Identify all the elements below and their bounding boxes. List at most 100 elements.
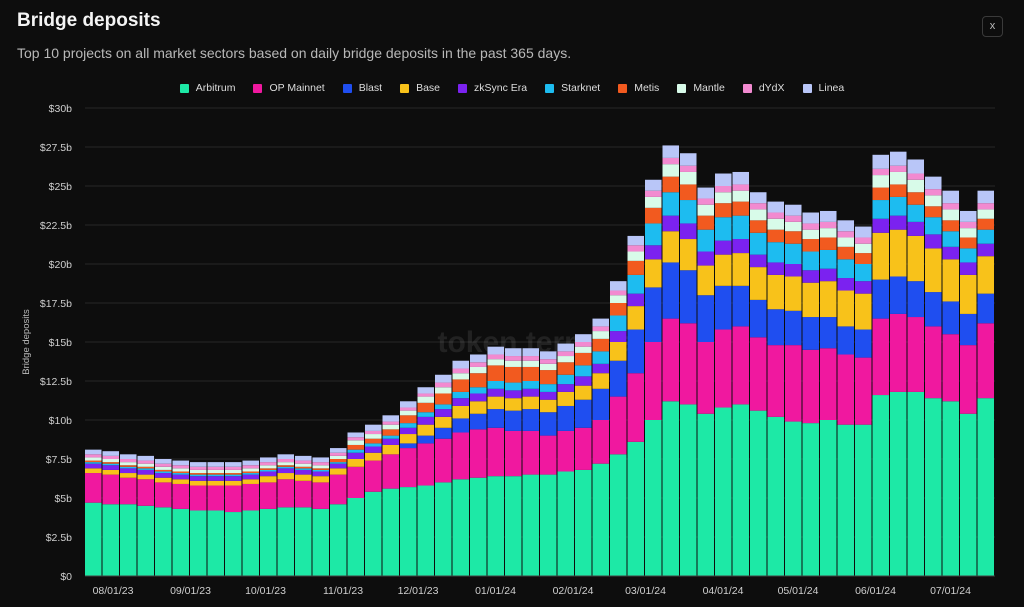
bar-stack[interactable] <box>260 457 277 576</box>
bar-segment-mantle <box>522 360 539 367</box>
bar-stack[interactable] <box>785 204 802 576</box>
bar-stack[interactable] <box>225 462 242 576</box>
bar-segment-zksync-era <box>120 468 137 474</box>
bar-stack[interactable] <box>820 210 837 576</box>
bar-stack[interactable] <box>417 387 435 576</box>
bar-stack[interactable] <box>190 462 207 576</box>
bar-segment-starknet <box>417 412 434 417</box>
bar-stack[interactable] <box>697 187 715 576</box>
bar-segment-op-mainnet <box>540 435 557 475</box>
bar-stack[interactable] <box>872 154 890 576</box>
bar-stack[interactable] <box>330 448 347 576</box>
bar-segment-starknet <box>102 463 119 466</box>
legend-item-starknet[interactable]: Starknet <box>545 82 600 94</box>
bar-segment-mantle <box>172 468 189 472</box>
bar-segment-base <box>715 254 732 286</box>
bar-stack[interactable] <box>960 210 977 576</box>
bar-stack[interactable] <box>627 235 645 576</box>
legend-item-metis[interactable]: Metis <box>618 82 659 94</box>
bar-segment-arbitrum <box>102 504 119 576</box>
close-button[interactable]: x <box>982 16 1003 37</box>
bar-stack[interactable] <box>977 190 995 576</box>
bar-segment-arbitrum <box>452 479 469 576</box>
bar-segment-zksync-era <box>890 215 907 230</box>
y-tick-label: $22.5b <box>40 220 72 232</box>
bar-stack[interactable] <box>207 462 225 576</box>
bar-segment-starknet <box>505 382 522 391</box>
bar-segment-op-mainnet <box>382 454 399 489</box>
bar-stack[interactable] <box>732 171 750 576</box>
bar-stack[interactable] <box>277 454 295 576</box>
legend-item-mantle[interactable]: Mantle <box>677 82 725 94</box>
bar-stack[interactable] <box>470 354 487 576</box>
legend-item-dydx[interactable]: dYdX <box>742 82 785 94</box>
bar-segment-arbitrum <box>960 413 977 576</box>
bar-stack[interactable] <box>767 201 785 576</box>
bar-stack[interactable] <box>382 415 400 576</box>
bar-stack[interactable] <box>645 179 662 576</box>
legend-item-zksync-era[interactable]: zkSync Era <box>458 82 527 94</box>
bar-segment-base <box>207 480 224 486</box>
bar-segment-base <box>85 468 102 474</box>
bar-stack[interactable] <box>802 212 820 576</box>
bar-stack[interactable] <box>102 451 120 576</box>
bar-stack[interactable] <box>435 374 452 576</box>
bar-segment-op-mainnet <box>260 482 277 509</box>
legend-item-base[interactable]: Base <box>400 82 440 94</box>
bar-segment-dydx <box>102 455 119 459</box>
bar-stack[interactable] <box>172 460 190 576</box>
bar-segment-op-mainnet <box>925 326 942 399</box>
bar-segment-metis <box>435 393 452 405</box>
bar-stack[interactable] <box>925 176 942 576</box>
bar-stack[interactable] <box>837 220 855 576</box>
bar-stack[interactable] <box>557 343 575 576</box>
bar-segment-dydx <box>330 452 347 456</box>
bar-stack[interactable] <box>155 459 172 576</box>
bar-stack[interactable] <box>295 455 312 576</box>
bar-stack[interactable] <box>750 192 767 576</box>
legend-item-linea[interactable]: Linea <box>802 82 844 94</box>
bar-stack[interactable] <box>907 159 925 576</box>
bar-stack[interactable] <box>312 457 330 576</box>
legend-swatch <box>400 83 410 93</box>
bar-segment-base <box>977 256 994 294</box>
bar-stack[interactable] <box>662 145 680 576</box>
bar-stack[interactable] <box>592 318 610 576</box>
bar-stack[interactable] <box>452 360 470 576</box>
bar-stack[interactable] <box>137 455 155 576</box>
bar-stack[interactable] <box>400 401 417 576</box>
bar-segment-dydx <box>435 382 452 388</box>
bar-stack[interactable] <box>715 173 732 576</box>
legend-item-op-mainnet[interactable]: OP Mainnet <box>253 82 325 94</box>
bar-stack[interactable] <box>522 348 540 576</box>
legend-swatch <box>545 83 555 93</box>
bar-segment-linea <box>85 449 102 455</box>
bar-segment-linea <box>190 462 207 467</box>
bar-stack[interactable] <box>242 460 260 576</box>
bar-stack[interactable] <box>942 190 960 576</box>
legend-item-arbitrum[interactable]: Arbitrum <box>179 82 235 94</box>
bar-stack[interactable] <box>680 153 697 576</box>
bar-segment-op-mainnet <box>697 342 714 414</box>
bar-segment-base <box>557 391 574 406</box>
bar-segment-zksync-era <box>85 463 102 469</box>
bar-stack[interactable] <box>540 351 557 576</box>
x-tick-label: 11/01/23 <box>323 585 363 597</box>
bar-stack[interactable] <box>505 348 522 576</box>
bar-segment-arbitrum <box>260 508 277 576</box>
bar-stack[interactable] <box>120 454 137 576</box>
bar-stack[interactable] <box>890 151 907 576</box>
bar-segment-metis <box>417 402 434 413</box>
bar-segment-metis <box>277 465 294 467</box>
bar-stack[interactable] <box>365 424 382 576</box>
bar-stack[interactable] <box>487 346 505 576</box>
bar-segment-op-mainnet <box>277 479 294 508</box>
bar-stack[interactable] <box>610 281 627 576</box>
bar-segment-base <box>662 231 679 263</box>
bar-stack[interactable] <box>85 449 102 576</box>
bar-segment-blast <box>942 301 959 335</box>
bar-stack[interactable] <box>347 432 365 576</box>
bar-stack[interactable] <box>575 334 592 576</box>
bar-stack[interactable] <box>855 226 872 576</box>
legend-item-blast[interactable]: Blast <box>342 82 382 94</box>
